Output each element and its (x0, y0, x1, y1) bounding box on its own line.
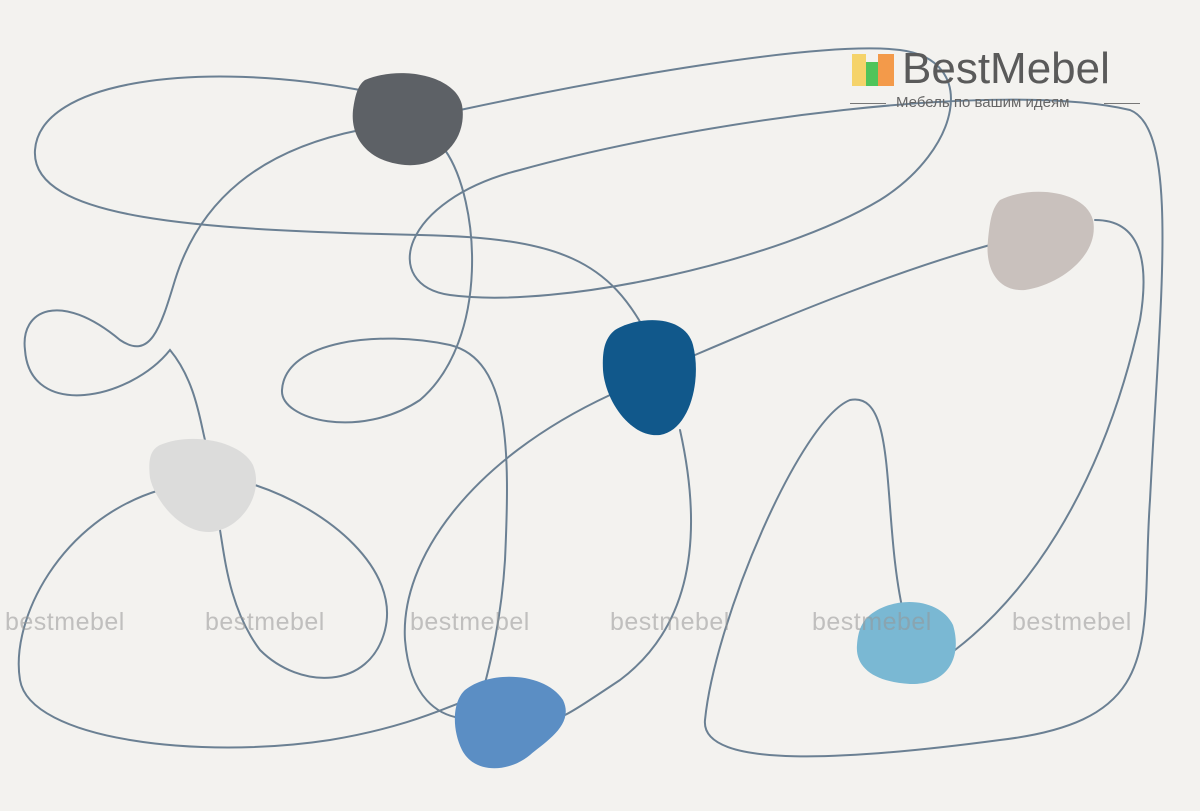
beige-blob (987, 191, 1094, 291)
navy-blob (602, 320, 696, 436)
line-curve (564, 429, 693, 716)
dark-gray-blob (352, 73, 463, 166)
watermark: bestmebel (1012, 608, 1132, 636)
brand-logo: BestMebel Мебель по вашим идеям (850, 44, 1150, 118)
line-curve (33, 75, 651, 341)
line-curve (954, 219, 1145, 651)
logo-tagline: Мебель по вашим идеям (896, 94, 1070, 111)
logo-mark-icon (878, 54, 894, 86)
line-curve (694, 244, 991, 356)
divider (1104, 103, 1140, 104)
watermark: bestmebel (610, 608, 730, 636)
medium-blue-blob (454, 676, 566, 769)
line-curve (23, 129, 361, 441)
logo-mark-icon (866, 62, 878, 86)
watermark: bestmebel (5, 608, 125, 636)
line-curve (17, 489, 471, 749)
light-gray-blob (149, 438, 257, 533)
watermark: bestmebel (410, 608, 530, 636)
watermark: bestmebel (812, 608, 932, 636)
light-blue-blob (856, 602, 956, 685)
line-curve (219, 484, 388, 679)
logo-brand: BestMebel (902, 44, 1110, 93)
line-curve (403, 394, 611, 719)
line-curve (408, 47, 1164, 758)
logo-mark-icon (852, 54, 866, 86)
watermark: bestmebel (205, 608, 325, 636)
divider (850, 103, 886, 104)
line-curve (280, 149, 508, 701)
